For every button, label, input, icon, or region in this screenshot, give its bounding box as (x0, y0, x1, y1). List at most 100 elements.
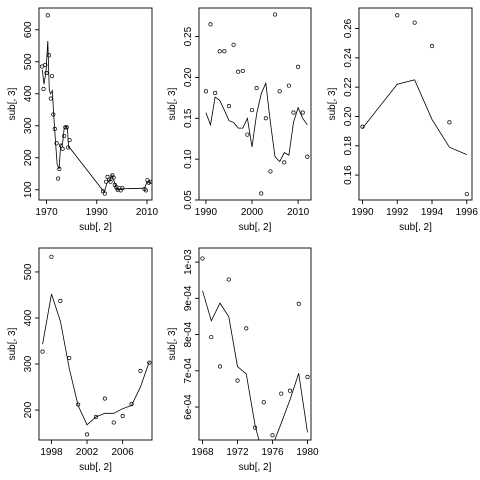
x-tick-label: 2006 (112, 447, 135, 458)
data-point (117, 186, 122, 191)
x-tick-label: 1980 (296, 447, 319, 458)
y-tick-label: 0.18 (343, 136, 354, 156)
data-point (259, 191, 264, 196)
data-point (282, 160, 287, 165)
data-point (120, 186, 125, 191)
data-point (305, 374, 310, 380)
x-tick-label: 1994 (421, 207, 444, 218)
data-point (103, 179, 109, 184)
y-tick-label: 100 (23, 181, 34, 198)
data-point (58, 298, 63, 303)
data-marks (40, 254, 152, 437)
data-point (62, 133, 67, 139)
plot-frame (198, 247, 312, 441)
data-point (305, 154, 310, 159)
data-point (56, 176, 61, 181)
data-point (429, 44, 435, 49)
data-point (286, 83, 291, 88)
data-point (209, 335, 214, 340)
data-point (236, 69, 241, 74)
data-point (63, 125, 68, 130)
x-tick-label: 1968 (191, 447, 214, 458)
data-point (60, 146, 65, 151)
data-point (39, 64, 45, 69)
data-point (64, 125, 69, 130)
y-tick-label: 600 (23, 21, 34, 38)
data-point (43, 62, 48, 68)
data-point (203, 89, 208, 94)
data-point (107, 177, 112, 182)
data-point (268, 169, 273, 174)
data-point (279, 391, 284, 396)
y-tick-label: 200 (23, 149, 34, 166)
y-axis-title: sub[, 3] (7, 87, 18, 120)
x-tick-label: 1972 (226, 447, 249, 458)
data-point (129, 402, 134, 407)
data-point (46, 53, 52, 58)
chart-panel-1: 1970 1990 2010 100 200 300 400 500 600 sub[, 2] su… (7, 7, 159, 233)
data-point (464, 192, 469, 197)
data-point (45, 13, 50, 18)
data-point (208, 22, 213, 27)
data-point (59, 143, 64, 148)
data-point (226, 103, 232, 109)
y-tick-label: 0.15 (183, 108, 194, 128)
y-tick-label: 200 (23, 401, 34, 418)
data-point (54, 141, 59, 146)
data-marks (200, 256, 310, 440)
data-marks (360, 13, 469, 197)
chart-panel-5: 1968 1972 1976 1980 6e-04 7e-04 8e-04 9e-04 1e-0… (167, 247, 319, 473)
trend-line (42, 293, 150, 426)
trend-line (362, 79, 467, 155)
y-tick-label: 7e-04 (183, 358, 194, 384)
plot-frame (198, 7, 312, 201)
data-point (235, 378, 240, 383)
x-tick-label: 1990 (86, 207, 109, 218)
y-axis-title: sub[, 3] (327, 87, 338, 120)
data-point (300, 110, 305, 115)
data-point (111, 175, 116, 180)
data-point (200, 256, 205, 261)
y-tick-label: 8e-04 (183, 321, 194, 347)
trend-line (205, 81, 308, 163)
data-point (244, 326, 249, 331)
y-tick-label: 0.26 (343, 18, 354, 38)
x-tick-label: 2010 (287, 207, 310, 218)
x-tick-label: 1992 (386, 207, 409, 218)
data-point (252, 425, 258, 430)
chart-panel-2: 1990 2000 2010 0.05 0.10 0.15 0.20 0.25 sub[, 2]… (167, 7, 312, 233)
x-axis-title: sub[, 2] (399, 222, 432, 233)
chart-panel-4: 1998 2002 2006 200 300 400 500 sub[, 2] sub[, 3] (7, 247, 153, 473)
data-point (57, 166, 62, 172)
data-point (76, 402, 81, 407)
y-tick-label: 500 (23, 53, 34, 70)
data-point (40, 349, 45, 354)
y-tick-label: 0.20 (183, 67, 194, 87)
data-point (249, 108, 255, 113)
y-tick-label: 400 (23, 85, 34, 102)
data-point (143, 188, 149, 193)
data-point (296, 301, 301, 306)
x-tick-label: 2000 (241, 207, 264, 218)
x-axis-title: sub[, 2] (239, 222, 272, 233)
y-tick-label: 0.25 (183, 26, 194, 46)
data-point (231, 42, 236, 47)
data-point (102, 396, 107, 401)
y-tick-label: 0.20 (343, 106, 354, 126)
data-point (217, 364, 223, 369)
trend-line (202, 290, 308, 440)
data-point (412, 20, 417, 25)
data-point (240, 68, 245, 73)
trend-line (41, 40, 151, 194)
data-point (120, 414, 125, 419)
data-point (213, 90, 218, 96)
x-axis-title: sub[, 2] (79, 462, 112, 473)
x-tick-label: 1976 (261, 447, 284, 458)
data-point (138, 368, 143, 373)
x-tick-label: 2010 (136, 207, 159, 218)
data-marks (203, 12, 310, 196)
data-point (49, 254, 54, 259)
y-tick-label: 6e-04 (183, 394, 194, 420)
y-tick-label: 0.24 (343, 48, 354, 68)
